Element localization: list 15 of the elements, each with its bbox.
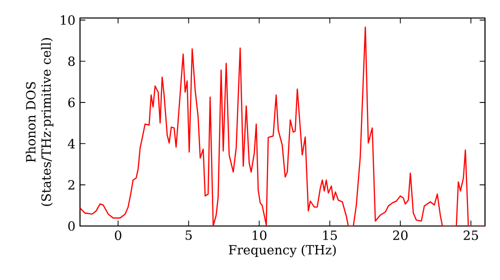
y-tick-label: 10 [60, 15, 75, 25]
y-axis-title: Phonon DOS (States/THz·primitive cell) [26, 38, 54, 206]
x-tick-label: 20 [393, 230, 408, 240]
y-tick-label: 8 [68, 56, 75, 66]
x-tick-label: 15 [323, 230, 337, 240]
y-tick-label: 2 [68, 180, 74, 190]
y-tick-label: 0 [68, 221, 75, 231]
x-tick-label: 5 [186, 230, 192, 240]
y-tick-label: 4 [68, 138, 75, 148]
x-axis-title: Frequency (THz) [228, 244, 336, 258]
x-tick-label: 10 [252, 230, 266, 240]
y-tick-label: 6 [68, 98, 75, 108]
x-tick-label: 25 [464, 230, 478, 240]
line-series [80, 26, 485, 226]
x-tick-label: 0 [114, 230, 122, 240]
